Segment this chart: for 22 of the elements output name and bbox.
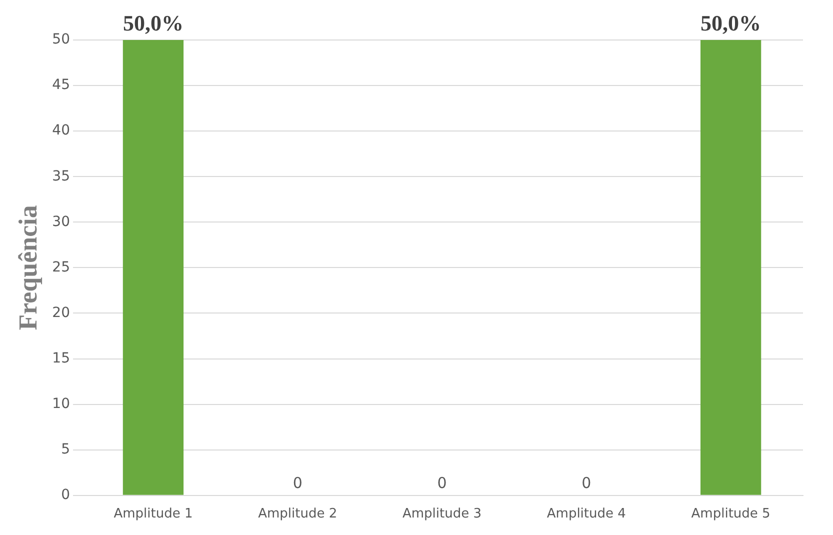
y-tick-label: 0 — [61, 487, 70, 504]
data-label: 50,0% — [700, 10, 762, 36]
y-tick-label: 20 — [52, 304, 70, 321]
x-tick-label: Amplitude 3 — [402, 506, 482, 522]
y-tick-label: 5 — [61, 442, 70, 458]
y-tick-label: 25 — [52, 259, 70, 276]
x-tick-label: Amplitude 2 — [258, 506, 338, 522]
y-tick-label: 10 — [52, 396, 70, 412]
y-tick-label: 30 — [52, 214, 70, 230]
x-tick-label: Amplitude 5 — [691, 506, 770, 522]
data-label: 0 — [582, 474, 592, 492]
x-tick-label: Amplitude 1 — [114, 506, 193, 522]
y-tick-label: 50 — [52, 32, 70, 48]
y-tick-label: 40 — [52, 122, 70, 139]
y-tick-label: 35 — [52, 168, 70, 184]
data-label: 50,0% — [122, 10, 184, 36]
y-tick-label: 45 — [52, 77, 70, 94]
y-axis-title: Frequência — [13, 205, 42, 330]
data-label: 0 — [292, 474, 302, 492]
x-tick-label: Amplitude 4 — [546, 506, 626, 522]
y-tick-label: 15 — [52, 350, 70, 366]
data-label: 0 — [437, 474, 447, 492]
